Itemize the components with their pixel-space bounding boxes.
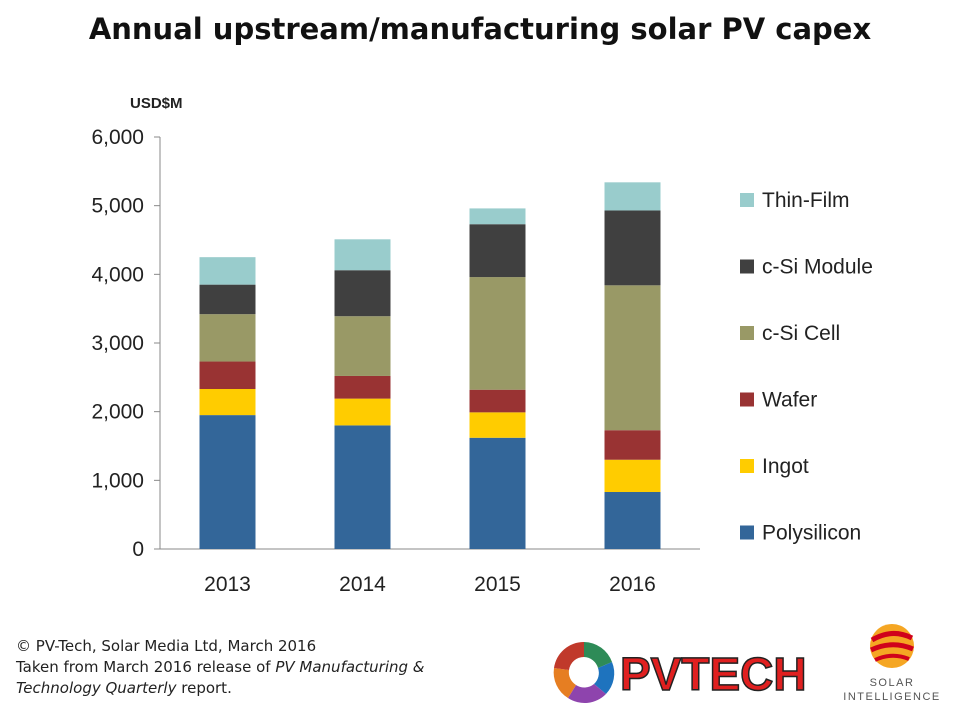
bar-thin-film-2014 <box>334 239 391 271</box>
bar-c-si-cell-2014 <box>334 316 391 376</box>
legend-swatch <box>740 259 754 274</box>
bar-wafer-2013 <box>199 361 256 390</box>
bar-c-si-module-2013 <box>199 284 256 315</box>
solar-intelligence-logo: SOLAR INTELLIGENCE <box>843 624 940 703</box>
bar-polysilicon-2013 <box>199 415 256 549</box>
report-name-part1: PV Manufacturing & <box>275 658 425 676</box>
solar-intelligence-sun-icon <box>869 624 914 668</box>
legend-swatch <box>740 525 754 540</box>
bar-wafer-2015 <box>469 389 526 413</box>
legend-label: Polysilicon <box>762 522 861 545</box>
chart-title: Annual upstream/manufacturing solar PV c… <box>88 12 872 46</box>
y-tick-label: 4,000 <box>91 263 144 286</box>
source-line-2: Technology Quarterly report. <box>16 678 425 699</box>
bar-wafer-2016 <box>604 430 661 460</box>
bar-c-si-cell-2015 <box>469 277 526 390</box>
legend-label: Thin-Film <box>762 189 850 212</box>
x-tick-label: 2014 <box>339 573 386 596</box>
legend-swatch <box>740 193 754 207</box>
bar-polysilicon-2015 <box>469 437 526 549</box>
source-suffix: report. <box>176 679 232 697</box>
source-line: Taken from March 2016 release of PV Manu… <box>16 657 425 678</box>
bar-c-si-module-2014 <box>334 270 391 317</box>
legend-label: c-Si Cell <box>762 322 840 345</box>
pvtech-logo: PVTECH <box>553 641 807 703</box>
chart-legend: Thin-Film c-Si Module c-Si Cell Wafer Ingot P… <box>740 189 873 545</box>
bar-c-si-module-2015 <box>469 224 526 278</box>
bar-ingot-2015 <box>469 412 526 438</box>
si-wordmark-line1: SOLAR <box>870 677 915 689</box>
bar-polysilicon-2014 <box>334 425 391 549</box>
pvtech-ring-icon <box>553 641 615 703</box>
chart-bars <box>199 182 661 549</box>
y-tick-label: 5,000 <box>91 195 144 218</box>
y-tick-label: 3,000 <box>91 332 144 355</box>
copyright-footer: © PV-Tech, Solar Media Ltd, March 2016 T… <box>16 636 425 699</box>
legend-label: Wafer <box>762 389 817 412</box>
legend-swatch <box>740 326 754 340</box>
y-tick-label: 6,000 <box>91 126 144 149</box>
bar-thin-film-2016 <box>604 182 661 211</box>
bar-ingot-2014 <box>334 398 391 426</box>
bar-thin-film-2013 <box>199 257 256 285</box>
y-tick-label: 1,000 <box>91 469 144 492</box>
bar-wafer-2014 <box>334 375 391 399</box>
y-tick-label: 0 <box>132 538 144 561</box>
legend-swatch <box>740 392 754 407</box>
bar-c-si-module-2016 <box>604 210 661 286</box>
legend-label: c-Si Module <box>762 256 873 279</box>
chart-axes: USD$M 0 1,000 2,000 3,000 4,000 5,000 6,000 2013… <box>91 95 700 596</box>
copyright-line: © PV-Tech, Solar Media Ltd, March 2016 <box>16 637 317 655</box>
bar-c-si-cell-2016 <box>604 285 661 431</box>
bar-polysilicon-2016 <box>604 492 661 549</box>
bar-ingot-2013 <box>199 389 256 416</box>
legend-swatch <box>740 459 754 473</box>
y-unit-label: USD$M <box>130 95 183 112</box>
y-tick-label: 2,000 <box>91 401 144 424</box>
x-tick-label: 2013 <box>204 573 251 596</box>
si-wordmark-line2: INTELLIGENCE <box>843 691 940 703</box>
x-tick-label: 2015 <box>474 573 521 596</box>
bar-c-si-cell-2013 <box>199 314 256 362</box>
bar-thin-film-2015 <box>469 208 526 225</box>
legend-label: Ingot <box>762 455 809 478</box>
source-prefix: Taken from March 2016 release of <box>16 658 276 676</box>
report-name-part2: Technology Quarterly <box>16 679 177 697</box>
pvtech-wordmark: PVTECH <box>620 648 807 700</box>
bar-ingot-2016 <box>604 459 661 493</box>
stacked-bar-chart: USD$M 0 1,000 2,000 3,000 4,000 5,000 6,000 2013… <box>91 95 873 596</box>
x-tick-label: 2016 <box>609 573 656 596</box>
